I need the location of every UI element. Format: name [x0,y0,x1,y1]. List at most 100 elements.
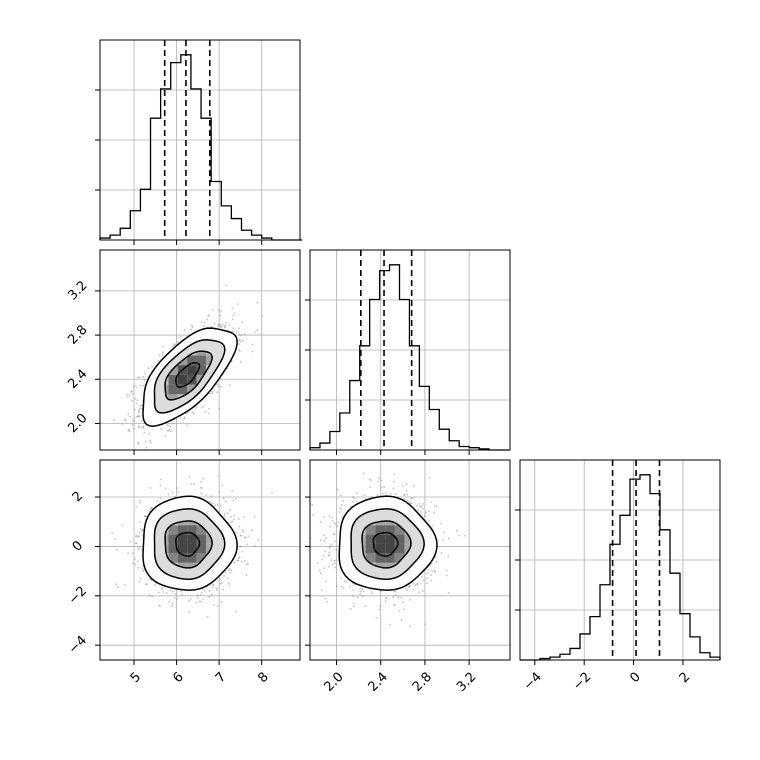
scatter-point [133,408,136,411]
scatter-point [400,618,403,621]
scatter-point [139,384,142,387]
scatter-point [193,483,195,485]
density-cell [168,543,178,554]
scatter-point [116,548,119,551]
scatter-point [414,583,417,586]
scatter-point [219,385,222,388]
scatter-point [149,508,152,511]
density-cell [385,543,395,554]
scatter-point [173,597,176,599]
scatter-point [428,476,431,479]
scatter-point [231,520,234,523]
scatter-point [135,386,138,389]
scatter-point [137,560,139,563]
scatter-point [392,596,395,598]
scatter-point [216,605,219,607]
scatter-point [216,383,218,386]
scatter-point [200,492,203,495]
scatter-point [133,420,136,422]
scatter-point [135,535,137,538]
scatter-point [174,343,177,346]
scatter-point [328,515,331,518]
scatter-point [237,559,240,562]
scatter-point [337,521,340,524]
scatter-point [219,578,222,581]
scatter-point [138,531,141,534]
scatter-point [224,324,227,327]
scatter-point [439,522,442,525]
scatter-point [130,390,133,393]
scatter-point [142,375,145,378]
scatter-point [426,577,428,580]
density-cell [196,534,206,544]
scatter-point [246,543,249,546]
scatter-point [328,551,331,554]
scatter-point [418,503,421,505]
scatter-point [121,524,124,527]
scatter-point [158,604,161,607]
scatter-point [221,582,223,584]
scatter-point [352,595,354,598]
scatter-point [442,531,445,534]
scatter-point [340,508,343,511]
scatter-point [169,426,172,428]
scatter-point [132,385,135,388]
density-cell [177,374,188,385]
contour-line [350,508,425,580]
scatter-point [165,592,168,594]
scatter-point [406,589,409,592]
scatter-point [408,585,411,588]
scatter-point [183,329,186,331]
scatter-point [138,581,141,584]
scatter-point [332,532,335,535]
scatter-point [219,314,222,317]
scatter-point [226,512,229,514]
scatter-point [383,486,385,488]
scatter-point [129,415,132,418]
density-cell [168,534,178,544]
contour-line [164,350,213,401]
scatter-point [170,430,172,433]
scatter-point [222,497,225,500]
scatter-point [210,495,213,497]
contour-fill [351,508,425,580]
scatter-point [322,534,325,537]
scatter-point [403,608,406,611]
scatter-point [230,360,233,363]
density-cell [375,553,386,563]
scatter-point [223,513,226,515]
scatter-point [208,500,211,503]
y-tick-label: 2.0 [65,411,90,436]
scatter-point [340,577,342,580]
density-cell [177,525,188,535]
scatter-point [417,509,420,512]
scatter-point [188,475,191,478]
scatter-point [177,491,180,494]
density-cell [375,525,386,535]
scatter-point [238,333,241,336]
scatter-point [206,615,209,618]
density-cell [404,534,415,544]
scatter-point [197,597,199,599]
density-cell [187,534,197,544]
scatter-point [228,323,231,326]
scatter-point [336,525,339,528]
scatter-point [207,407,210,410]
scatter-point [145,583,148,586]
scatter-point [403,493,406,496]
scatter-point [183,416,186,419]
scatter-point [244,536,247,539]
scatter-point [412,582,415,585]
scatter-point [433,504,436,507]
scatter-point [151,595,154,598]
scatter-point [200,480,203,483]
scatter-point [190,482,193,485]
scatter-point [463,534,466,537]
scatter-point [231,330,234,333]
scatter-point [430,501,433,504]
scatter-point [174,593,177,595]
panel-frame [99,459,301,661]
scatter-point [237,348,240,351]
scatter-point [129,540,132,543]
scatter-point [430,562,433,565]
